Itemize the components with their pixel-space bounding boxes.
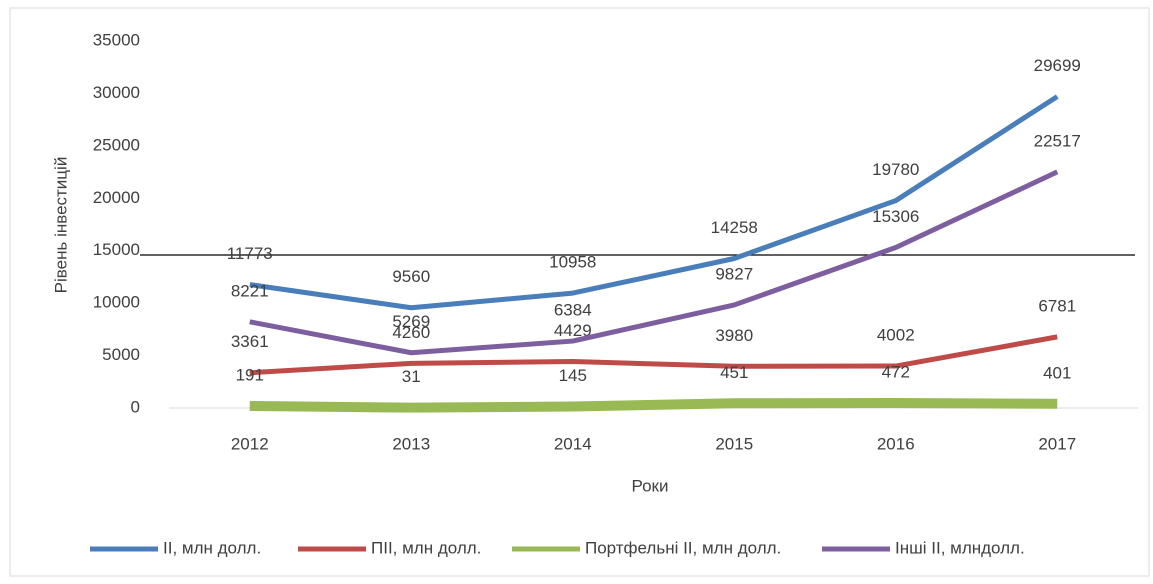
- y-tick-label: 15000: [93, 240, 140, 259]
- data-label: 19780: [872, 160, 919, 179]
- data-label: 10958: [549, 253, 596, 272]
- y-tick-label: 0: [131, 397, 140, 416]
- data-label: 3361: [231, 332, 269, 351]
- legend-label: ПІІ, млн долл.: [371, 538, 481, 557]
- data-label: 22517: [1034, 131, 1081, 150]
- y-tick-label: 10000: [93, 293, 140, 312]
- data-label: 472: [882, 363, 910, 382]
- data-label: 15306: [872, 207, 919, 226]
- legend-label: Інші ІІ, млндолл.: [895, 538, 1025, 557]
- series-line: [249, 169, 1059, 356]
- data-label: 6384: [554, 301, 592, 320]
- data-label: 31: [402, 367, 421, 386]
- y-tick-label: 35000: [93, 30, 140, 49]
- data-label: 29699: [1034, 56, 1081, 75]
- x-tick-label: 2016: [877, 434, 915, 453]
- series-line: [249, 94, 1059, 311]
- data-label: 8221: [231, 281, 269, 300]
- data-label: 14258: [711, 218, 758, 237]
- x-tick-label: 2012: [231, 434, 269, 453]
- y-tick-label: 30000: [93, 83, 140, 102]
- y-tick-label: 5000: [102, 345, 140, 364]
- data-label: 191: [236, 365, 264, 384]
- data-label: 4002: [877, 326, 915, 345]
- data-label: 11773: [227, 244, 273, 263]
- data-label: 3980: [715, 326, 753, 345]
- data-label: 4429: [554, 321, 592, 340]
- series-line: [249, 398, 1058, 413]
- legend-label: ІІ, млн долл.: [163, 538, 261, 557]
- data-label: 5269: [392, 312, 430, 331]
- y-tick-label: 20000: [93, 188, 140, 207]
- x-tick-label: 2015: [715, 434, 753, 453]
- y-tick-label: 25000: [93, 135, 140, 154]
- data-label: 9827: [715, 264, 753, 283]
- x-axis-title: Роки: [632, 476, 669, 495]
- x-tick-label: 2014: [554, 434, 592, 453]
- x-tick-label: 2017: [1038, 434, 1076, 453]
- legend-label: Портфельні ІІ, млн долл.: [585, 538, 781, 557]
- data-label: 6781: [1038, 296, 1076, 315]
- x-tick-label: 2013: [392, 434, 430, 453]
- series-line: [249, 334, 1058, 376]
- data-label: 9560: [392, 267, 430, 286]
- y-axis-title: Рівень інвестицій: [51, 157, 70, 294]
- data-label: 401: [1043, 363, 1071, 382]
- data-label: 145: [559, 366, 587, 385]
- data-label: 4260: [392, 323, 430, 342]
- data-label: 451: [720, 363, 748, 382]
